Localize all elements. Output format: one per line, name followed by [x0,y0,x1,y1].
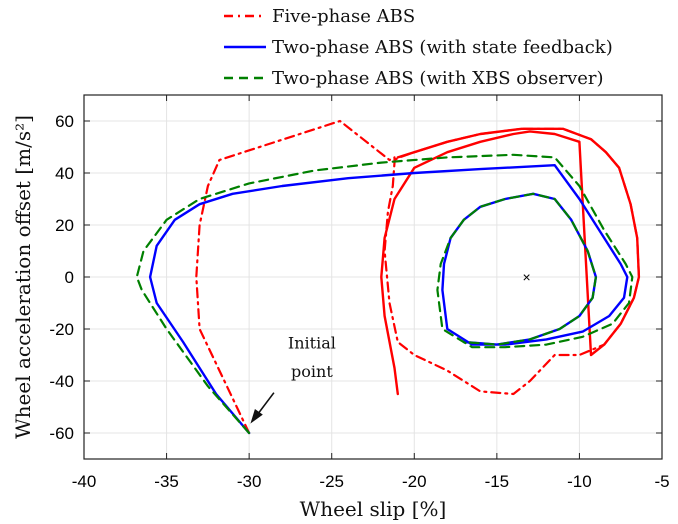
y-axis-title: Wheel acceleration offset [m/s²] [11,115,35,439]
x-tick-label: -30 [237,472,262,491]
y-tick-label: -60 [49,424,74,443]
series-line-1 [380,127,641,396]
y-tick-label: 0 [65,268,74,287]
x-tick-label: -20 [402,472,427,491]
x-tick-label: -15 [485,472,510,491]
series-line-0 [195,119,640,435]
series-line-3 [135,153,634,435]
y-tick-label: 20 [55,216,74,235]
x-tick-label: -5 [654,472,669,491]
annotation-group: Initial point [250,334,336,424]
legend: Five-phase ABS Two-phase ABS (with state… [224,6,613,89]
y-tick-label: 60 [55,112,74,131]
legend-label-state-feedback: Two-phase ABS (with state feedback) [272,37,613,58]
annotation-arrow-head [250,408,263,424]
x-tick-label: -10 [567,472,592,491]
x-axis-title: Wheel slip [%] [300,497,447,521]
x-tick-label: -35 [154,472,179,491]
legend-label-five-phase: Five-phase ABS [272,6,415,27]
plot-area: × -40 -35 -30 -25 -20 -15 -10 -5 -60 -40 -20 0 20 40 60 [49,94,670,491]
y-tick-label: -40 [49,372,74,391]
legend-label-xbs-observer: Two-phase ABS (with XBS observer) [272,68,604,89]
x-tick-label: -40 [72,472,97,491]
annotation-point: point [291,362,333,381]
annotation-initial: Initial [288,334,336,353]
y-tick-label: 40 [55,164,74,183]
y-tick-label: -20 [49,320,74,339]
x-tick-label: -25 [319,472,344,491]
center-marker: × [522,269,530,285]
annotation-arrow-shaft [257,392,275,415]
